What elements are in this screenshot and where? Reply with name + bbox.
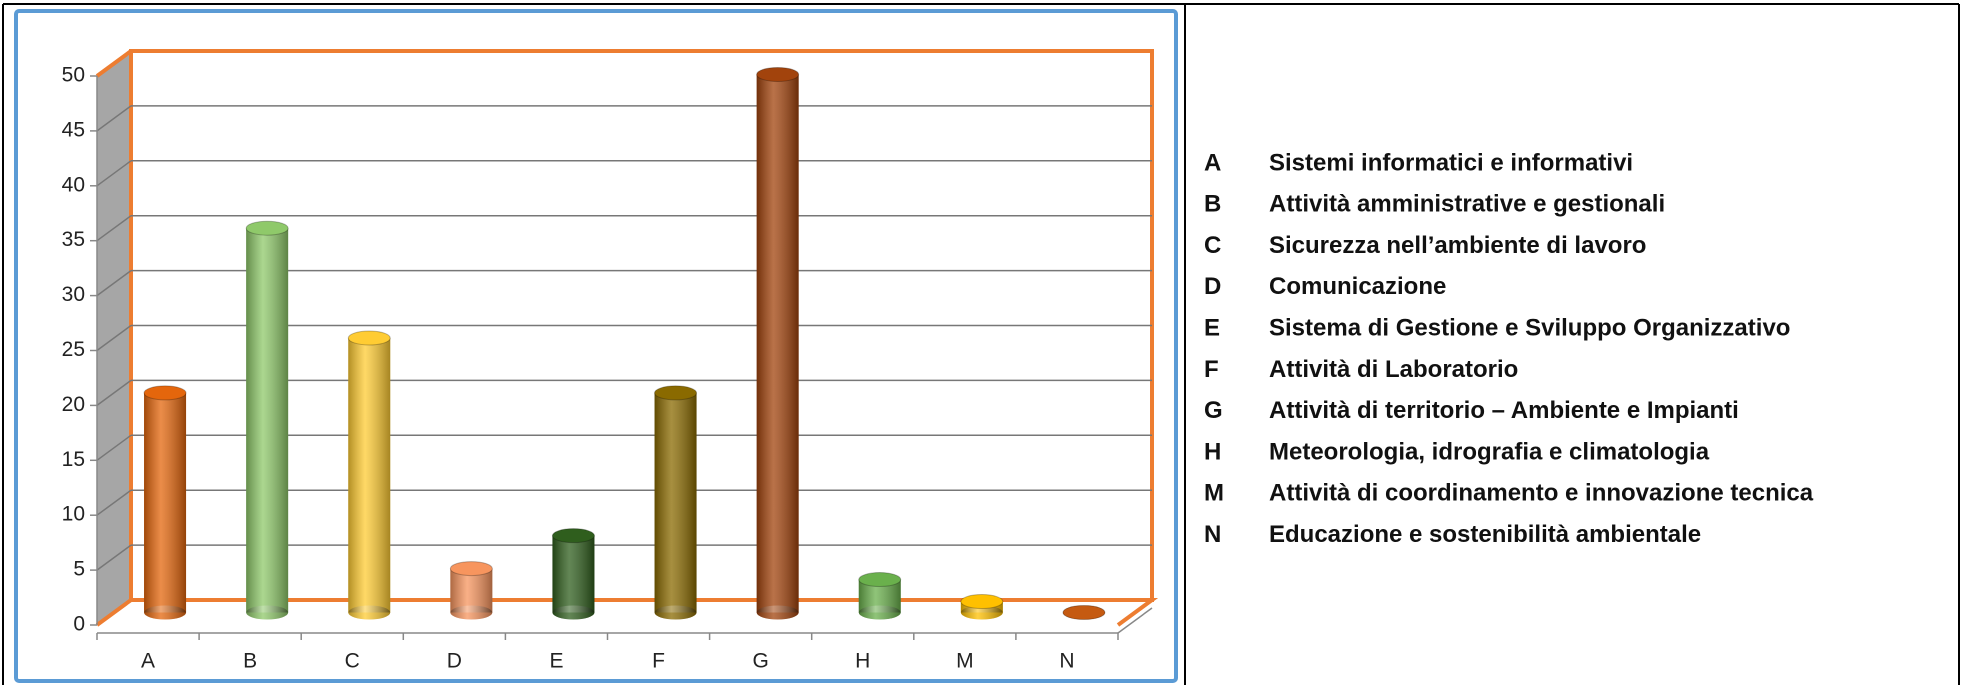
bar-shade (552, 535, 595, 613)
bar-top (245, 220, 289, 236)
y-tick-label: 0 (73, 613, 85, 636)
bar-top (960, 594, 1004, 610)
bar-bottom-shade (756, 605, 799, 620)
legend-code: F (1204, 356, 1219, 383)
floor (95, 598, 1159, 627)
bar-shade (450, 568, 493, 613)
bar-top (1062, 605, 1106, 620)
bar-bottom-shade (858, 605, 901, 620)
bar-bottom-shade (654, 605, 697, 620)
legend-code: M (1204, 480, 1224, 507)
y-tick-label: 50 (62, 64, 85, 87)
legend-label: Comunicazione (1269, 273, 1446, 300)
y-tick-label: 15 (62, 448, 85, 471)
bar-shade (246, 228, 289, 613)
y-tick-label: 40 (62, 173, 85, 196)
legend-code: G (1204, 397, 1223, 424)
wall-edge (95, 49, 133, 78)
y-tick-label: 5 (73, 558, 85, 581)
grid-line (96, 379, 132, 407)
legend-label: Sistema di Gestione e Sviluppo Organizza… (1269, 315, 1790, 342)
grid-line (96, 489, 132, 516)
y-tick-label: 10 (62, 503, 85, 526)
legend-label: Attività di coordinamento e innovazione … (1269, 480, 1814, 507)
y-tick-label: 30 (62, 283, 85, 306)
legend-label: Attività di Laboratorio (1269, 356, 1518, 383)
legend-code: N (1204, 521, 1221, 548)
bar-top (756, 66, 800, 82)
legend-label: Meteorologia, idrografia e climatologia (1269, 438, 1710, 465)
legend-label: Attività amministrative e gestionali (1269, 191, 1665, 218)
bar-top (654, 385, 698, 401)
x-tick-label: C (345, 650, 360, 673)
x-tick-label: M (956, 650, 974, 673)
x-tick-label: F (652, 650, 665, 673)
x-axis (1117, 607, 1153, 634)
bar-shade (756, 74, 799, 613)
grid-line (96, 544, 132, 571)
bar-shade (144, 392, 187, 613)
bar-top (858, 572, 902, 588)
legend-label: Sicurezza nell’ambiente di lavoro (1269, 232, 1646, 259)
legend-code: E (1204, 315, 1220, 342)
grid-line (96, 105, 132, 132)
bar-top (347, 330, 391, 346)
x-tick-label: N (1059, 650, 1074, 673)
grid-line (96, 215, 132, 242)
x-tick-label: A (141, 650, 155, 673)
y-tick-label: 25 (62, 338, 85, 361)
legend-label: Sistemi informatici e informativi (1269, 149, 1633, 176)
x-tick-label: G (752, 650, 768, 673)
bar-bottom-shade (960, 605, 1003, 620)
grid-line (96, 324, 132, 352)
legend-code: A (1204, 149, 1221, 176)
bar-bottom-shade (348, 605, 391, 620)
y-tick-label: 20 (62, 393, 85, 416)
bar-bottom-shade (552, 605, 595, 620)
grid-line (96, 434, 132, 461)
grid-line (96, 160, 132, 187)
legend-code: B (1204, 191, 1221, 218)
x-tick-label: E (549, 650, 563, 673)
legend-label: Attività di territorio – Ambiente e Impi… (1269, 397, 1739, 424)
legend-label: Educazione e sostenibilità ambientale (1269, 521, 1701, 548)
grid-line (96, 269, 132, 297)
x-tick-label: B (243, 650, 257, 673)
bar-bottom-shade (144, 605, 187, 620)
bar-top (551, 528, 595, 544)
bar-bottom-shade (450, 605, 493, 620)
legend-code: D (1204, 273, 1221, 300)
bar-shade (348, 338, 391, 613)
bar-bottom-shade (246, 605, 289, 620)
legend-code: H (1204, 438, 1221, 465)
y-tick-label: 35 (62, 228, 85, 251)
y-tick-label: 45 (62, 118, 85, 141)
legend-code: C (1204, 232, 1221, 259)
bar-top (449, 561, 493, 577)
bar-top (143, 385, 187, 401)
chart-frame (14, 9, 1178, 683)
bar-shade (654, 392, 697, 613)
x-tick-label: D (447, 650, 462, 673)
x-tick-label: H (855, 650, 870, 673)
